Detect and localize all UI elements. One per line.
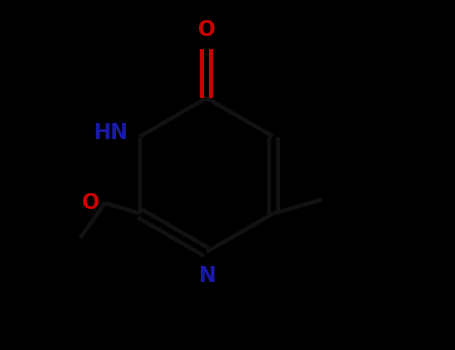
Text: O: O (82, 193, 100, 213)
Text: N: N (198, 266, 215, 286)
Text: HN: HN (93, 123, 127, 143)
Text: O: O (197, 20, 215, 40)
